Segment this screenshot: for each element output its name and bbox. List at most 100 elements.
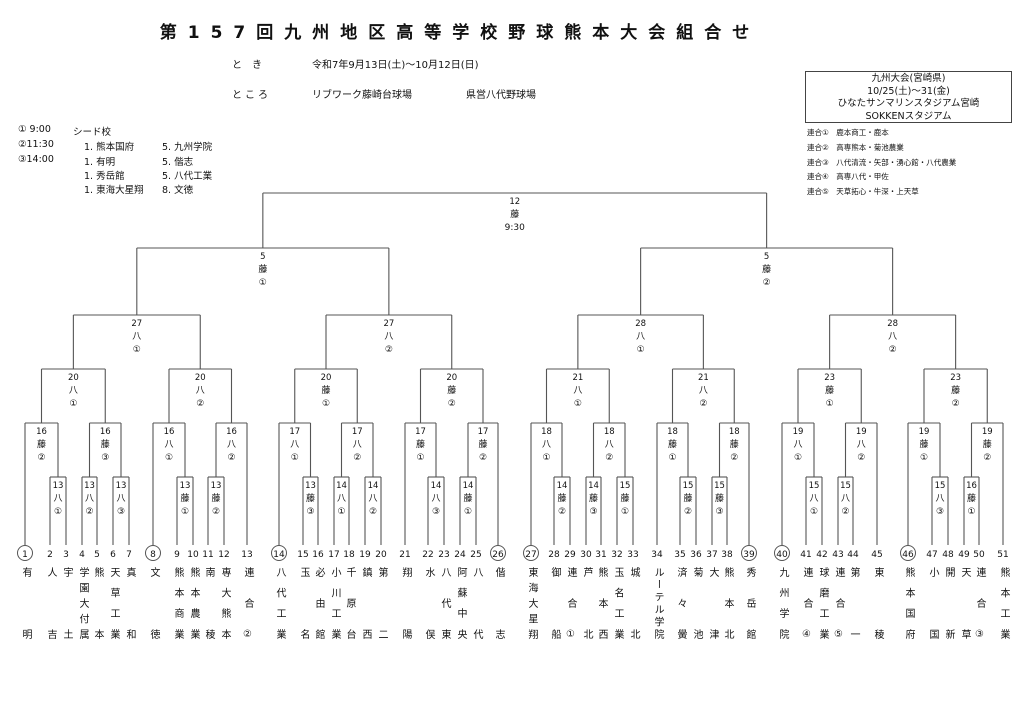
combined-team-note: 連合⑤ 天草拓心・牛深・上天草	[807, 187, 919, 196]
match-slot: ③	[715, 507, 723, 517]
match-venue: 八	[132, 332, 141, 342]
team-name: 熊本西	[596, 567, 607, 660]
team-number: 9	[174, 550, 180, 560]
match-slot: ①	[416, 453, 424, 463]
team-number: 29	[564, 550, 576, 560]
match-slot: ②	[952, 399, 960, 409]
team-number: 19	[359, 550, 371, 560]
match-venue: 藤	[416, 438, 425, 450]
match-venue: 藤	[825, 384, 834, 396]
match-day: 15	[809, 481, 820, 491]
team-number: 6	[110, 550, 116, 560]
kyushu-venue-2: SOKKENスタジアム	[865, 110, 952, 122]
match-slot: ②	[37, 453, 45, 463]
team-number: 37	[706, 550, 717, 560]
combined-team-note: 連合③ 八代清流・矢部・湧心館・八代農業	[807, 158, 957, 167]
team-number: 12	[218, 550, 229, 560]
team-number: 7	[126, 550, 132, 560]
match-slot: ②	[385, 345, 393, 355]
team-number: 45	[871, 550, 882, 560]
match-day: 16	[36, 427, 47, 437]
team-name: 鎮西	[360, 567, 371, 691]
team-number: 16	[312, 550, 324, 560]
team-name: 宇土	[61, 567, 72, 691]
team-name: 専大熊本	[219, 567, 230, 650]
team-name: 南稜	[203, 567, 214, 691]
page-title: 第157回九州地区高等学校野球熊本大会組合せ	[159, 23, 761, 43]
match-slot: ①	[920, 453, 928, 463]
team-name: 御船	[549, 567, 560, 691]
match-slot: ③	[589, 507, 597, 517]
seed-circle	[900, 545, 916, 561]
team-number: 33	[627, 550, 638, 560]
match-day: 17	[352, 427, 363, 437]
match-venue: 八	[53, 494, 62, 504]
team-number: 43	[832, 550, 843, 560]
team-number: 25	[470, 550, 481, 560]
match-day: 13	[211, 481, 222, 491]
team-name: 真和	[124, 567, 135, 691]
team-name: 人吉	[45, 567, 56, 691]
match-day: 5	[764, 252, 769, 262]
team-number: 23	[438, 550, 449, 560]
match-slot: ①	[322, 399, 330, 409]
match-day: 16	[966, 481, 977, 491]
match-venue: 藤	[668, 438, 677, 450]
team-number: 36	[690, 550, 702, 560]
team-number: 32	[611, 550, 622, 560]
seed-item: 1. 東海大星翔	[84, 185, 144, 196]
team-name: 小国	[927, 567, 938, 691]
team-name: 学園大付属	[77, 567, 88, 645]
match-day: 14	[463, 481, 474, 491]
match-day: 15	[935, 481, 946, 491]
match-day: 14	[368, 481, 379, 491]
match-day: 18	[729, 427, 740, 437]
kyushu-tournament-box: 九州大会(宮崎県) 10/25(土)～31(金) ひなたサンマリンスタジアム宮崎…	[805, 71, 1012, 123]
team-number: 30	[580, 550, 592, 560]
match-slot: ②	[558, 507, 566, 517]
team-number: 41	[800, 550, 811, 560]
match-slot: ②	[196, 399, 204, 409]
match-slot: ①	[181, 507, 189, 517]
match-slot: ①	[810, 507, 818, 517]
time-slot-1: ① 9:00	[18, 124, 51, 135]
match-slot: ②	[85, 507, 93, 517]
match-day: 15	[840, 481, 851, 491]
team-name: 済々黌	[675, 567, 686, 660]
combined-team-note: 連合① 鹿本商工・鹿本	[807, 128, 889, 137]
seed-item: 1. 秀岳館	[84, 171, 125, 182]
match-venue: 八	[542, 440, 551, 450]
seed-item: 5. 八代工業	[162, 171, 213, 182]
match-slot: ③	[432, 507, 440, 517]
match-venue: 八	[116, 494, 125, 504]
team-name: 小川工業	[329, 567, 340, 650]
match-slot: ①	[826, 399, 834, 409]
match-venue: 八	[353, 440, 362, 450]
match-venue: 八	[69, 386, 78, 396]
combined-team-note: 連合④ 高専八代・甲佐	[807, 172, 889, 181]
team-number: 47	[926, 550, 937, 560]
match-venue: 八	[431, 494, 440, 504]
team-number: 4	[79, 550, 85, 560]
match-slot: ②	[369, 507, 377, 517]
team-number: 15	[297, 550, 308, 560]
match-day: 18	[604, 427, 615, 437]
seed-item: 1. 熊本国府	[84, 142, 135, 153]
seed-item: 5. 九州学院	[162, 142, 213, 153]
match-slot: ②	[730, 453, 738, 463]
match-day: 14	[557, 481, 568, 491]
team-name: 熊本	[92, 567, 103, 691]
match-venue: 藤	[37, 438, 46, 450]
team-number: 28	[548, 550, 560, 560]
match-venue: 藤	[258, 263, 267, 275]
match-day: 28	[887, 319, 898, 329]
team-number: 26	[492, 550, 504, 560]
team-name: 連合⑤	[833, 567, 844, 661]
team-name: 連合①	[565, 567, 576, 661]
time-slot-3: ③14:00	[18, 154, 54, 165]
match-day: 20	[68, 373, 79, 383]
team-name: 大津	[707, 567, 718, 691]
match-slot: ①	[165, 453, 173, 463]
team-name: 開新	[943, 567, 954, 691]
team-number: 13	[241, 550, 252, 560]
